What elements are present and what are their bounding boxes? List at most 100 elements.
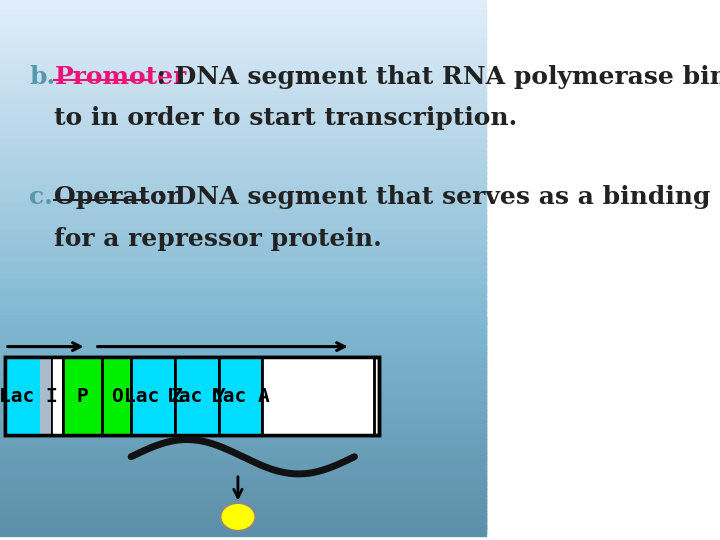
Bar (0, 506, 485, 515)
Bar (5, 357, 379, 435)
Text: P: P (76, 387, 89, 406)
Bar (0, 427, 485, 436)
Bar (0, 423, 485, 433)
Bar (0, 453, 485, 461)
Bar (0, 133, 485, 143)
Bar (0, 484, 485, 494)
Bar (0, 481, 485, 490)
Bar (0, 320, 485, 329)
Bar (0, 15, 485, 24)
Bar (0, 219, 485, 228)
Bar (0, 230, 485, 239)
Bar (0, 474, 485, 483)
Bar (0, 102, 485, 110)
Bar (0, 460, 485, 468)
Bar (0, 470, 485, 479)
Bar (0, 395, 485, 404)
Bar (0, 75, 485, 83)
Bar (0, 193, 485, 201)
Bar (0, 80, 485, 89)
Bar (0, 402, 485, 411)
Bar (0, 438, 485, 447)
Text: Lac Y: Lac Y (167, 387, 226, 406)
Bar (0, 31, 485, 40)
Bar (0, 388, 485, 397)
Bar (0, 488, 485, 497)
Bar (0, 171, 485, 180)
Bar (0, 85, 485, 94)
Bar (0, 262, 485, 272)
Text: : DNA segment that serves as a binding site: : DNA segment that serves as a binding s… (148, 185, 720, 210)
Bar (0, 513, 485, 522)
Bar (0, 91, 485, 99)
Bar (0, 449, 485, 457)
Text: for a repressor protein.: for a repressor protein. (55, 227, 382, 251)
Bar (0, 330, 485, 340)
Bar (0, 334, 485, 343)
Bar (0, 155, 485, 164)
Bar (0, 463, 485, 472)
Bar (0, 416, 485, 426)
Bar (0, 359, 485, 368)
Bar (0, 406, 485, 415)
Bar (63, 357, 102, 435)
Bar (0, 399, 485, 408)
Bar (0, 366, 485, 375)
Bar (40, 357, 51, 435)
Bar (0, 413, 485, 422)
Bar (0, 517, 485, 525)
Text: Promoter: Promoter (55, 65, 186, 89)
Bar (0, 96, 485, 105)
Bar (0, 53, 485, 62)
Bar (0, 106, 485, 116)
Bar (0, 456, 485, 465)
Text: c.: c. (29, 185, 53, 210)
Bar (0, 42, 485, 51)
Bar (0, 117, 485, 126)
Bar (0, 477, 485, 487)
Bar (0, 442, 485, 450)
Bar (0, 295, 485, 303)
Bar (0, 502, 485, 511)
Bar (0, 0, 485, 8)
Bar (0, 521, 485, 529)
Bar (0, 21, 485, 30)
Bar (0, 323, 485, 332)
Bar (0, 10, 485, 19)
Text: Lac Z: Lac Z (124, 387, 182, 406)
Bar (0, 374, 485, 382)
Bar (0, 316, 485, 325)
Text: O: O (111, 387, 122, 406)
Bar (0, 420, 485, 429)
Bar (0, 300, 485, 309)
Text: to in order to start transcription.: to in order to start transcription. (55, 106, 518, 130)
Bar (0, 48, 485, 57)
Bar (5, 357, 51, 435)
Bar (0, 467, 485, 476)
Bar (0, 341, 485, 350)
Bar (0, 348, 485, 357)
Bar (0, 445, 485, 454)
Text: Lac A: Lac A (211, 387, 270, 406)
Bar (0, 112, 485, 121)
Bar (0, 499, 485, 508)
Bar (0, 279, 485, 287)
Bar (0, 204, 485, 212)
Bar (0, 241, 485, 250)
Bar (0, 268, 485, 277)
Bar (0, 377, 485, 386)
Bar (5, 357, 379, 435)
Bar (0, 208, 485, 218)
Bar (0, 311, 485, 320)
Bar (0, 384, 485, 393)
Bar (0, 64, 485, 72)
Bar (0, 316, 485, 325)
Bar (0, 4, 485, 14)
Bar (0, 273, 485, 282)
Text: b.: b. (29, 65, 55, 89)
Bar (0, 363, 485, 372)
Bar (175, 357, 218, 435)
Bar (0, 128, 485, 137)
Bar (0, 177, 485, 185)
Text: : DNA segment that RNA polymerase binds: : DNA segment that RNA polymerase binds (148, 65, 720, 89)
